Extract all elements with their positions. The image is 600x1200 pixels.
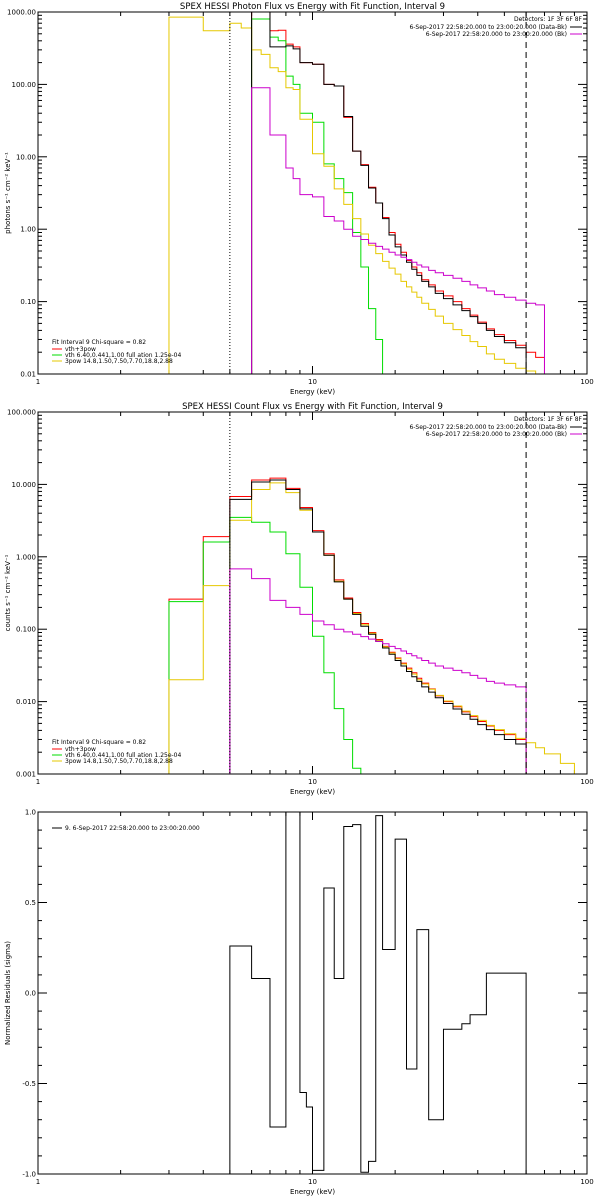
- fit-legend-entry: vth 6.40,0.441,1.00 full ation 1.25e-04: [65, 752, 181, 759]
- y-tick-label: 100.00: [12, 81, 37, 89]
- y-tick-label: 0.10: [20, 298, 36, 306]
- series-line-4: [251, 12, 527, 374]
- series-line-4: [229, 479, 527, 774]
- x-tick-label: 1: [36, 778, 40, 786]
- series-line-1: [251, 12, 545, 374]
- legend-entry: 6-Sep-2017 22:58:20.000 to 23:00:20.000 …: [409, 24, 567, 31]
- y-tick-label: 100.000: [7, 409, 36, 417]
- fit-legend-entry: vth+3pow: [65, 346, 96, 353]
- chart-panel-2: SPEX HESSI Count Flux vs Energy with Fit…: [4, 402, 594, 796]
- y-tick-label: 1.00: [20, 226, 36, 234]
- y-tick-label: 0.010: [16, 698, 36, 706]
- x-tick-label: 10: [308, 378, 317, 386]
- chart-title: SPEX HESSI Count Flux vs Energy with Fit…: [182, 402, 443, 412]
- series-line-2: [251, 18, 390, 374]
- plot-frame: [37, 11, 588, 375]
- x-tick-label: 1: [36, 1178, 40, 1186]
- fit-legend-entry: 3pow 14.8,1.50,7.50,7.70,18.8,2.88: [65, 358, 173, 365]
- series-line-1: [168, 477, 527, 774]
- legend-header: Detectors: 1F 3F 6F 8F: [514, 16, 583, 23]
- fit-legend-entry: 3pow 14.8,1.50,7.50,7.70,18.8,2.88: [65, 758, 173, 765]
- legend-header: Detectors: 1F 3F 6F 8F: [514, 416, 583, 423]
- x-axis-label: Energy (keV): [290, 788, 335, 796]
- fit-legend-header: Fit Interval 9 Chi-square = 0.82: [52, 339, 146, 346]
- y-axis-label: photons s⁻¹ cm⁻² keV⁻¹: [4, 152, 12, 234]
- y-tick-label: 1.0: [25, 809, 36, 817]
- series-line-5: [229, 568, 527, 774]
- y-tick-label: -1.0: [22, 1171, 36, 1179]
- chart-panel-1: SPEX HESSI Photon Flux vs Energy with Fi…: [4, 2, 594, 396]
- legend-entry: 6-Sep-2017 22:58:20.000 to 23:00:20.000 …: [426, 431, 567, 438]
- series-line-3: [168, 16, 545, 374]
- x-axis-label: Energy (keV): [290, 1188, 335, 1196]
- y-tick-label: 10.00: [16, 153, 36, 161]
- series-line-5: [251, 87, 545, 374]
- y-tick-label: 1000.00: [7, 9, 36, 17]
- fit-legend-entry: vth+3pow: [65, 746, 96, 753]
- x-tick-label: 100: [580, 778, 593, 786]
- x-tick-label: 10: [308, 1178, 317, 1186]
- y-axis-label: counts s⁻¹ cm⁻² keV⁻¹: [4, 554, 12, 631]
- legend-entry: 6-Sep-2017 22:58:20.000 to 23:00:20.000 …: [426, 31, 567, 38]
- y-axis-label: Normalized Residuals (sigma): [4, 941, 12, 1045]
- x-tick-label: 1: [36, 378, 40, 386]
- y-tick-label: 1.000: [16, 553, 36, 561]
- x-tick-label: 100: [580, 378, 593, 386]
- series-line-2: [168, 516, 383, 774]
- y-tick-label: -0.5: [22, 1080, 36, 1088]
- x-axis-label: Energy (keV): [290, 388, 335, 396]
- y-tick-label: 0.100: [16, 626, 36, 634]
- x-tick-label: 10: [308, 778, 317, 786]
- y-tick-label: 0.0: [25, 990, 36, 998]
- chart-title: SPEX HESSI Photon Flux vs Energy with Fi…: [180, 2, 445, 12]
- fit-legend-entry: vth 6.40,0.441,1.00 full ation 1.25e-04: [65, 352, 181, 359]
- plot-frame: [37, 411, 588, 775]
- y-tick-label: 10.000: [12, 481, 37, 489]
- series-line-1: [229, 812, 527, 1174]
- chart-panel-3: 1 10 100 -1.0 -0.5 0.0 0.5 1.0 Energy (keV) Norma…: [4, 809, 594, 1197]
- y-tick-label: 0.5: [25, 899, 36, 907]
- y-tick-label: 0.001: [16, 771, 36, 779]
- legend-entry: 6-Sep-2017 22:58:20.000 to 23:00:20.000 …: [409, 424, 567, 431]
- fit-legend-header: Fit Interval 9 Chi-square = 0.82: [52, 739, 146, 746]
- plot-frame: [37, 811, 588, 1175]
- x-tick-label: 100: [580, 1178, 593, 1186]
- y-tick-label: 0.01: [20, 371, 36, 379]
- legend-entry: 9. 6-Sep-2017 22:58:20.000 to 23:00:20.0…: [65, 825, 200, 832]
